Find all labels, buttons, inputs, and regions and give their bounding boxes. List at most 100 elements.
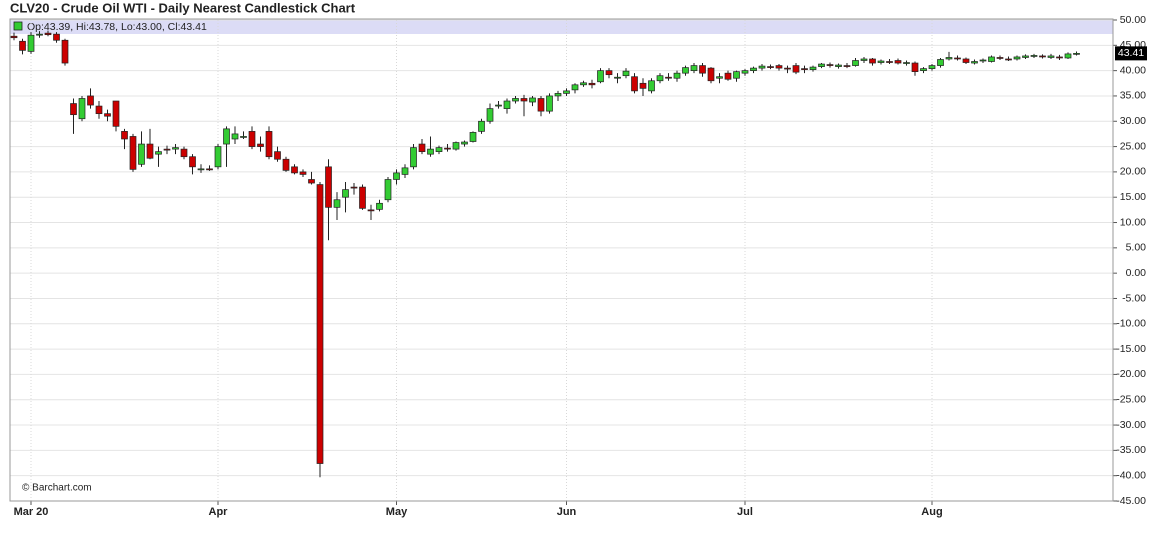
candle-body — [1073, 53, 1080, 55]
candle-body — [605, 70, 613, 76]
candle-body — [1056, 56, 1063, 59]
candle-body — [350, 186, 358, 189]
candle-body — [104, 113, 111, 117]
candle-body — [962, 58, 970, 63]
y-tick-label: -5.00 — [1122, 292, 1146, 304]
candle-body — [852, 60, 859, 66]
candle-body — [665, 76, 672, 79]
candle-body — [206, 168, 213, 171]
candle-body — [1039, 55, 1046, 58]
candle-body — [410, 147, 417, 168]
candle-body — [903, 62, 910, 64]
candle-body — [758, 65, 766, 69]
candle-body — [860, 58, 868, 61]
candle-body — [869, 58, 876, 64]
plot-frame — [9, 18, 1114, 502]
candle-body — [146, 143, 154, 159]
candle-body — [138, 143, 145, 165]
candle-body — [920, 68, 927, 71]
candle-body — [495, 104, 502, 107]
candle-body — [631, 76, 638, 92]
x-tick-label: Apr — [209, 506, 229, 518]
y-tick-label: -15.00 — [1116, 343, 1146, 355]
candle-body — [418, 143, 426, 152]
candle-body — [469, 132, 477, 142]
candle-body — [248, 131, 256, 147]
candle-body — [886, 61, 893, 63]
candle-body — [393, 172, 400, 180]
candle-body — [996, 57, 1004, 59]
candle-body — [784, 67, 791, 70]
y-tick-label: -25.00 — [1116, 394, 1146, 406]
candle-body — [435, 147, 443, 152]
candle-body — [656, 75, 664, 82]
candle-body — [121, 131, 128, 140]
candle-body — [937, 59, 944, 66]
candle-body — [1047, 55, 1055, 58]
candle-body — [231, 133, 239, 140]
y-tick-label: -20.00 — [1116, 368, 1146, 380]
candle-body — [384, 179, 392, 201]
candle-body — [282, 158, 290, 171]
candle-body — [741, 70, 749, 74]
candle-body — [809, 66, 817, 70]
candle-body — [19, 40, 26, 51]
y-tick-label: 50.00 — [1120, 14, 1146, 26]
candle-body — [1013, 56, 1021, 60]
candle-body — [682, 67, 689, 74]
candle-body — [894, 60, 902, 64]
y-tick-label: -10.00 — [1116, 318, 1146, 330]
y-tick-label: 40.00 — [1120, 64, 1146, 76]
x-tick-label: Jul — [737, 506, 753, 518]
candle-body — [333, 199, 341, 208]
candle-body — [155, 151, 162, 155]
candle-body — [512, 98, 519, 102]
candle-body — [189, 156, 196, 168]
candle-body — [78, 98, 86, 120]
candle-body — [911, 62, 919, 72]
y-tick-label: -40.00 — [1116, 469, 1146, 481]
candle-body — [240, 136, 247, 138]
candle-body — [325, 166, 332, 208]
candle-body — [733, 71, 740, 79]
candle-body — [775, 65, 783, 69]
candle-body — [503, 100, 511, 109]
y-tick-label: -35.00 — [1116, 444, 1146, 456]
candle-body — [1064, 53, 1072, 59]
candle-body — [529, 97, 536, 103]
candle-body — [452, 142, 460, 150]
candle-body — [597, 70, 604, 83]
candle-body — [801, 68, 808, 70]
last-price-box — [1115, 46, 1147, 61]
candle-body — [707, 67, 715, 82]
candle-body — [359, 186, 366, 209]
candle-body — [699, 65, 706, 74]
candle-body — [724, 72, 732, 80]
candle-body — [1030, 55, 1038, 57]
candle-body — [486, 108, 494, 122]
grid — [10, 19, 1113, 502]
y-tick-label: -45.00 — [1116, 495, 1146, 507]
candle-body — [61, 39, 69, 64]
candle-body — [197, 168, 205, 171]
candle-body — [835, 64, 842, 67]
candle-body — [180, 148, 188, 158]
candle-body — [1022, 55, 1029, 58]
y-tick-label: 25.00 — [1120, 140, 1146, 152]
x-tick-label: Jun — [557, 506, 577, 518]
candle-body — [563, 90, 570, 94]
candle-body — [988, 56, 995, 62]
ohlc-icon — [13, 21, 23, 31]
candle-body — [716, 76, 723, 79]
last-price-label: 43.41 — [1118, 47, 1144, 59]
candle-body — [87, 95, 94, 106]
chart-title: CLV20 - Crude Oil WTI - Daily Nearest Ca… — [10, 0, 356, 15]
candle-body — [546, 95, 553, 112]
candle-body — [971, 61, 978, 64]
candle-body — [36, 33, 43, 36]
candle-body — [172, 147, 179, 150]
candle-body — [461, 141, 468, 145]
